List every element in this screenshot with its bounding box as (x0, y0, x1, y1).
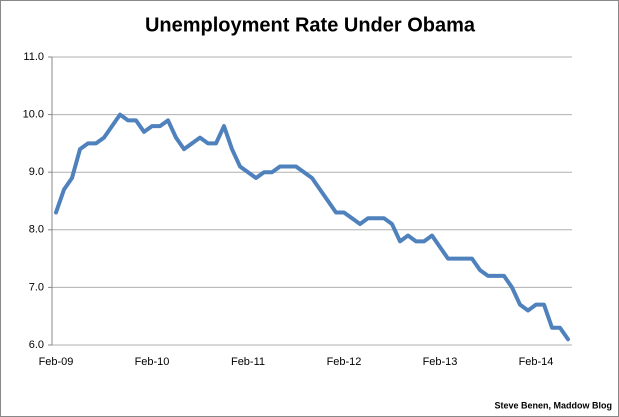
x-tick-label: Feb-12 (327, 356, 362, 368)
y-tick-label: 11.0 (23, 51, 44, 63)
x-tick-label: Feb-14 (519, 356, 554, 368)
y-tick-label: 7.0 (29, 281, 44, 293)
y-tick-label: 10.0 (23, 109, 44, 121)
x-tick-label: Feb-11 (231, 356, 265, 368)
x-tick-label: Feb-09 (39, 356, 74, 368)
chart-title: Unemployment Rate Under Obama (145, 14, 476, 36)
y-tick-label: 8.0 (29, 224, 44, 236)
source: Steve Benen, Maddow Blog (494, 400, 612, 410)
y-tick-label: 6.0 (29, 339, 44, 351)
y-tick-label: 9.0 (29, 166, 44, 178)
x-tick-label: Feb-13 (423, 356, 458, 368)
x-tick-label: Feb-10 (135, 356, 170, 368)
line-series (54, 112, 570, 342)
